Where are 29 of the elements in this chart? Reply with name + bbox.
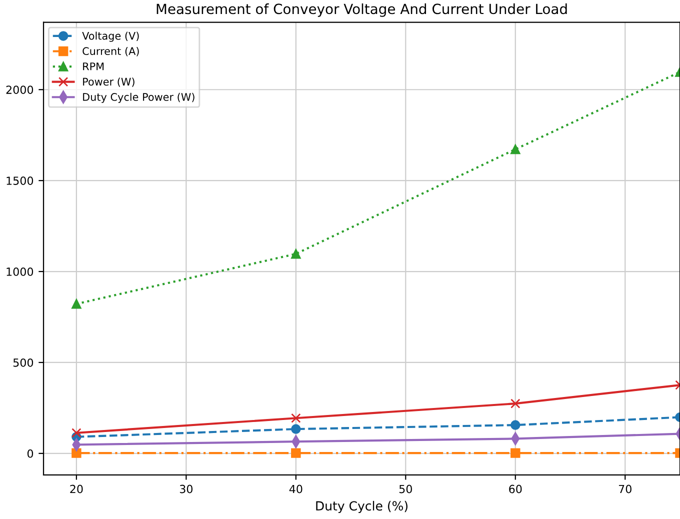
y-tick-label: 1500: [6, 176, 34, 185]
y-tick-label: 500: [13, 358, 34, 367]
x-axis-title: Duty Cycle (%): [316, 500, 408, 514]
chart-title: Measurement of Conveyor Voltage And Current Under Load: [156, 3, 567, 17]
legend-label: RPM: [83, 62, 104, 70]
x-tick-label: 20: [70, 484, 83, 494]
point: [291, 448, 301, 458]
x-tick-label: 60: [509, 484, 522, 494]
point: [291, 413, 301, 423]
point: [72, 428, 82, 438]
point: [510, 398, 520, 408]
point: [291, 424, 301, 434]
point: [72, 448, 82, 458]
point: [510, 144, 520, 154]
point: [72, 299, 82, 309]
x-tick-label: 70: [618, 484, 632, 494]
legend-label: Duty Cycle Power (W): [83, 92, 194, 103]
x-tick-label: 40: [289, 484, 302, 494]
point: [510, 448, 520, 458]
y-tick-label: 2000: [6, 86, 34, 94]
point: [291, 249, 301, 259]
y-tick-label: 1000: [6, 267, 34, 276]
legend-label: Power (W): [83, 78, 134, 87]
x-tick-label: 30: [180, 484, 193, 494]
legend-label: Voltage (V): [82, 32, 139, 42]
point: [510, 420, 520, 430]
legend-label: Current (A): [82, 46, 139, 56]
y-tick-label: 0: [27, 449, 34, 458]
x-tick-label: 50: [399, 484, 412, 494]
